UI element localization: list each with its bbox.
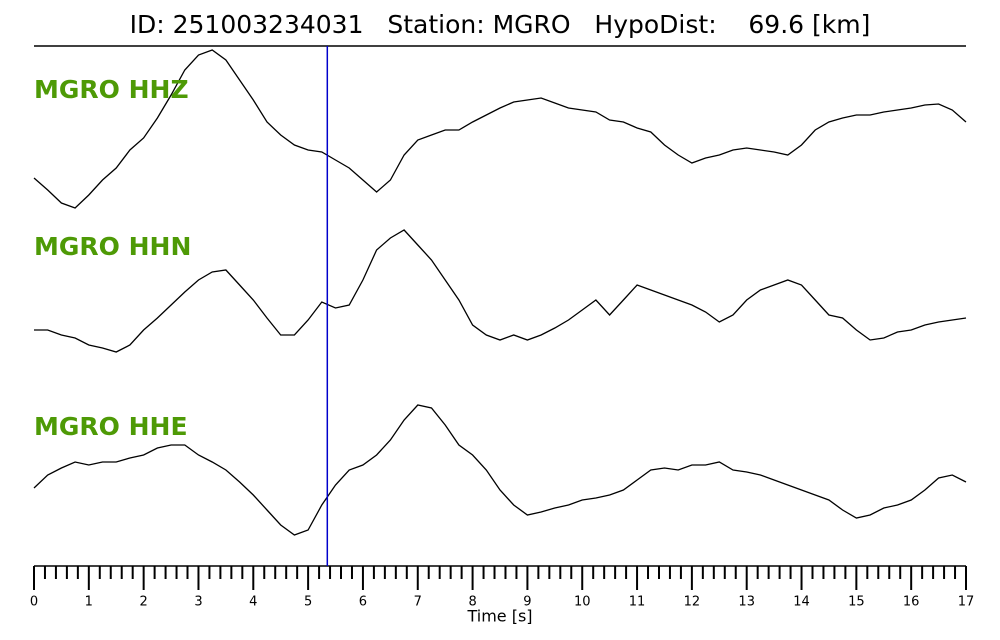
trace xyxy=(33,49,967,209)
x-tick-label: 13 xyxy=(738,595,755,610)
trace xyxy=(33,404,967,536)
x-tick-label: 10 xyxy=(574,595,591,610)
trace-label: MGRO HHN xyxy=(34,232,191,261)
x-tick-label: 7 xyxy=(414,595,422,610)
x-tick-label: 16 xyxy=(903,595,920,610)
x-tick-label: 0 xyxy=(30,595,38,610)
x-tick-label: 2 xyxy=(140,595,148,610)
chart-title: ID: 251003234031 Station: MGRO HypoDist:… xyxy=(130,10,871,39)
x-tick-label: 11 xyxy=(629,595,646,610)
trace-label: MGRO HHE xyxy=(34,412,188,441)
x-tick-label: 1 xyxy=(85,595,93,610)
x-tick-label: 5 xyxy=(304,595,312,610)
x-tick-label: 14 xyxy=(793,595,810,610)
x-axis-label: Time [s] xyxy=(466,607,532,626)
x-tick-label: 9 xyxy=(523,595,531,610)
x-tick-label: 4 xyxy=(249,595,257,610)
x-tick-label: 17 xyxy=(958,595,975,610)
x-tick-label: 15 xyxy=(848,595,865,610)
trace xyxy=(34,229,967,353)
x-tick-label: 12 xyxy=(684,595,701,610)
trace-label: MGRO HHZ xyxy=(34,75,189,104)
x-tick-label: 6 xyxy=(359,595,367,610)
x-tick-label: 8 xyxy=(468,595,476,610)
x-tick-label: 3 xyxy=(194,595,202,610)
